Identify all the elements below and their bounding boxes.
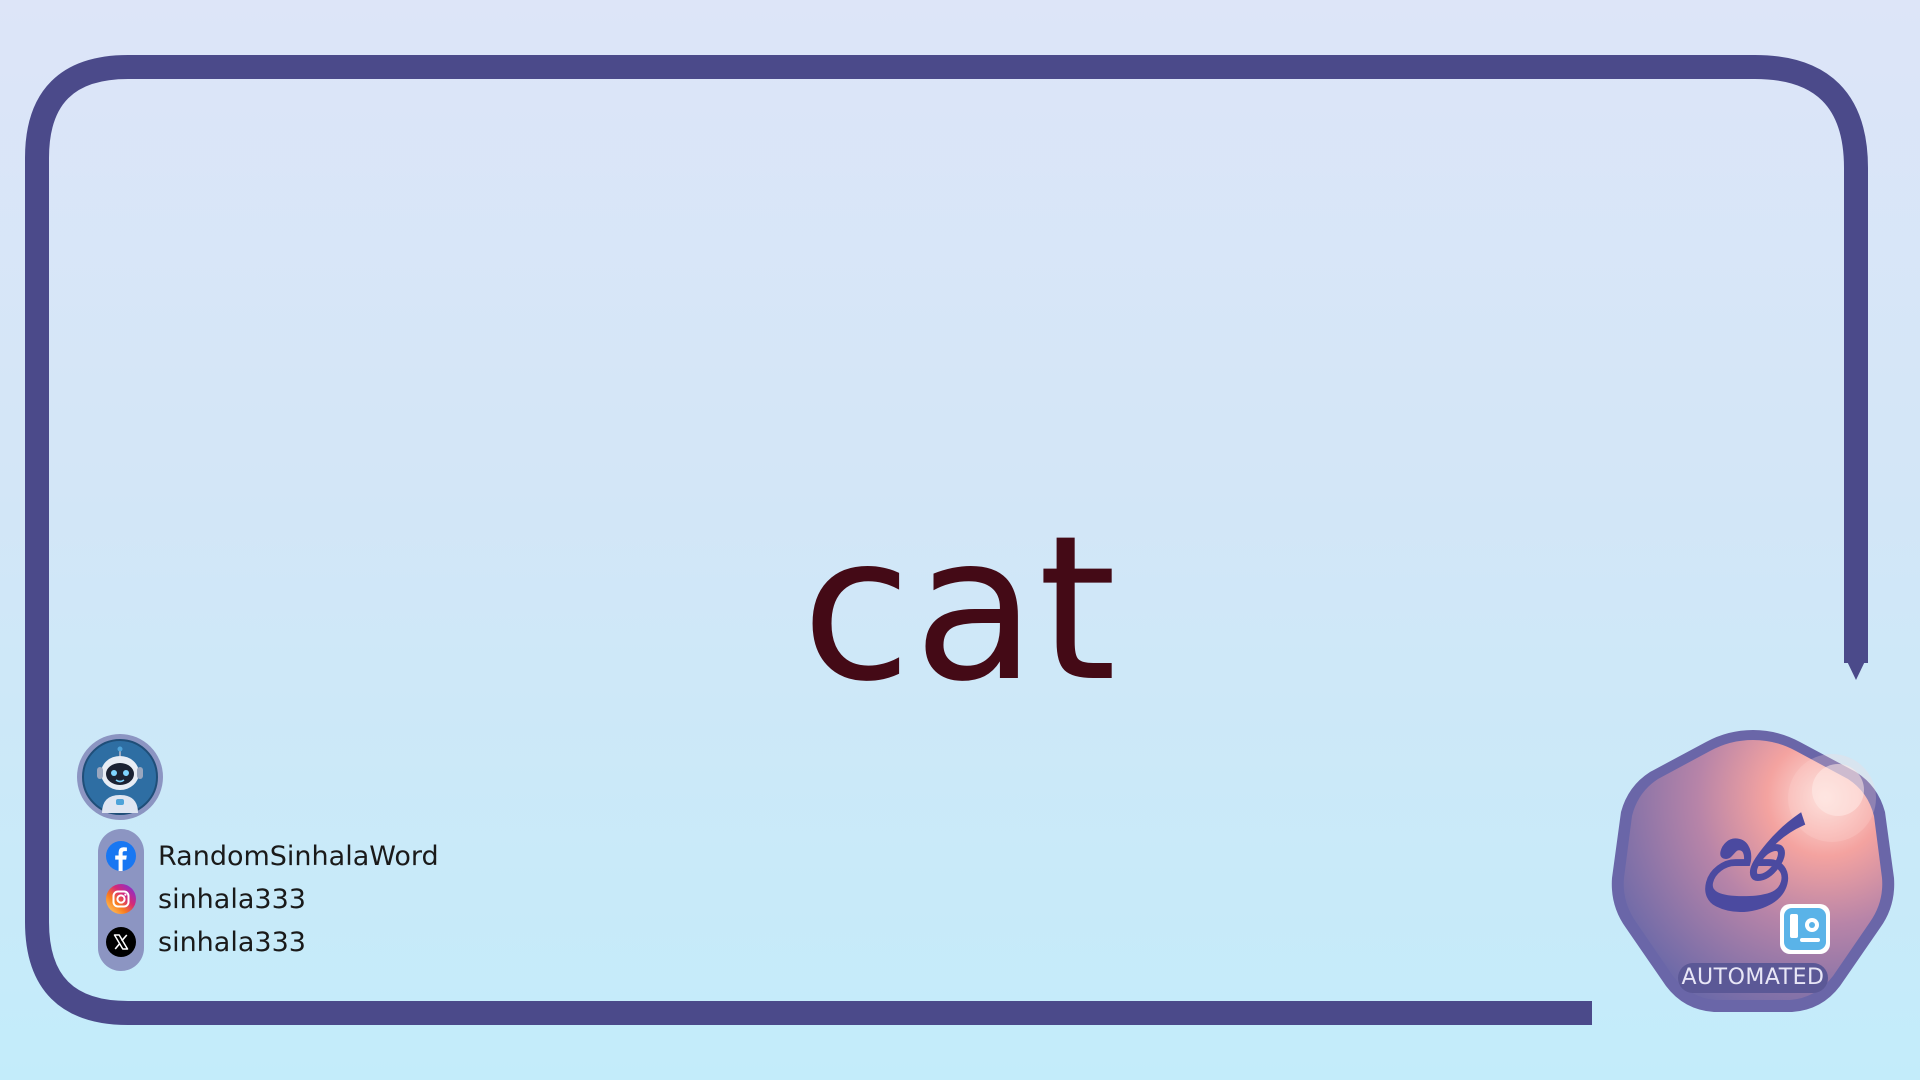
instagram-icon (98, 879, 144, 919)
social-facebook[interactable]: RandomSinhalaWord (98, 836, 439, 876)
robot-avatar-icon (77, 734, 163, 820)
instagram-handle: sinhala333 (158, 883, 306, 915)
x-icon (98, 922, 144, 962)
x-handle: sinhala333 (158, 926, 306, 958)
automated-label: AUTOMATED (1678, 963, 1828, 993)
social-x[interactable]: sinhala333 (98, 922, 306, 962)
facebook-handle: RandomSinhalaWord (158, 840, 439, 872)
main-word: cat (801, 493, 1119, 726)
facebook-icon (98, 836, 144, 876)
social-instagram[interactable]: sinhala333 (98, 879, 306, 919)
badge-logo-icon: ඡ (1611, 730, 1895, 1012)
